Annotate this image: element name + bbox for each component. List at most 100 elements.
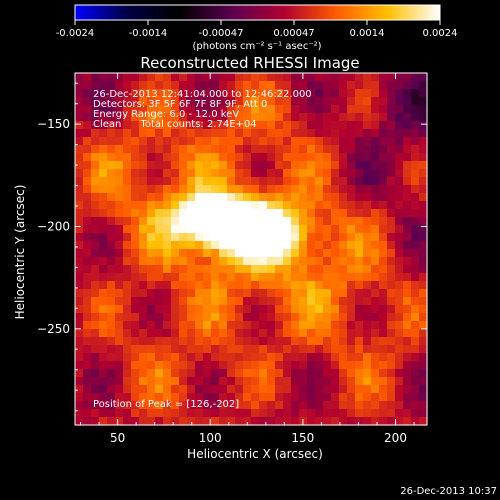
heatmap-cell — [347, 81, 356, 90]
heatmap-cell — [379, 249, 388, 258]
heatmap-cell — [379, 409, 388, 418]
heatmap-cell — [115, 385, 124, 394]
colorbar-units: (photons cm⁻² s⁻¹ asec⁻²) — [192, 41, 321, 52]
heatmap-cell — [379, 105, 388, 114]
heatmap-cell — [83, 321, 92, 330]
heatmap-cell — [219, 369, 228, 378]
heatmap-cell — [211, 169, 220, 178]
heatmap-cell — [371, 257, 380, 266]
heatmap-cell — [339, 233, 348, 242]
heatmap-cell — [227, 225, 236, 234]
heatmap-cell — [355, 273, 364, 282]
heatmap-cell — [299, 321, 308, 330]
heatmap-cell — [339, 361, 348, 370]
heatmap-cell — [323, 209, 332, 218]
heatmap-cell — [355, 353, 364, 362]
heatmap-cell — [83, 313, 92, 322]
heatmap-cell — [363, 401, 372, 410]
heatmap-cell — [267, 393, 276, 402]
heatmap-cell — [83, 241, 92, 250]
heatmap-cell — [291, 273, 300, 282]
heatmap-cell — [171, 289, 180, 298]
heatmap-cell — [267, 185, 276, 194]
heatmap-cell — [171, 241, 180, 250]
heatmap-cell — [275, 337, 284, 346]
heatmap-cell — [83, 353, 92, 362]
heatmap-cell — [395, 393, 404, 402]
heatmap-cell — [131, 297, 140, 306]
heatmap-cell — [235, 313, 244, 322]
heatmap-cell — [275, 169, 284, 178]
heatmap-cell — [219, 361, 228, 370]
heatmap-cell — [139, 337, 148, 346]
heatmap-cell — [363, 337, 372, 346]
heatmap-cell — [235, 401, 244, 410]
heatmap-cell — [283, 393, 292, 402]
heatmap-cell — [123, 73, 132, 82]
heatmap-cell — [395, 353, 404, 362]
heatmap-cell — [99, 377, 108, 386]
heatmap-cell — [411, 305, 420, 314]
heatmap-cell — [259, 209, 268, 218]
heatmap-cell — [379, 353, 388, 362]
heatmap-cell — [211, 185, 220, 194]
heatmap-cell — [283, 257, 292, 266]
heatmap-cell — [227, 313, 236, 322]
heatmap-cell — [147, 121, 156, 130]
heatmap-cell — [163, 153, 172, 162]
heatmap-cell — [275, 369, 284, 378]
heatmap-cell — [75, 153, 84, 162]
heatmap-cell — [139, 89, 148, 98]
heatmap-cell — [131, 233, 140, 242]
heatmap-cell — [259, 129, 268, 138]
heatmap-cell — [123, 217, 132, 226]
heatmap-cell — [83, 185, 92, 194]
heatmap-cell — [155, 233, 164, 242]
heatmap-cell — [347, 385, 356, 394]
heatmap-cell — [243, 265, 252, 274]
heatmap-cell — [147, 337, 156, 346]
heatmap-cell — [363, 345, 372, 354]
heatmap-cell — [355, 113, 364, 122]
heatmap-cell — [219, 313, 228, 322]
heatmap-cell — [299, 241, 308, 250]
heatmap-cell — [107, 401, 116, 410]
heatmap-cell — [267, 281, 276, 290]
heatmap-cell — [371, 105, 380, 114]
heatmap-cell — [387, 121, 396, 130]
heatmap-cell — [411, 353, 420, 362]
heatmap-cell — [243, 153, 252, 162]
heatmap-cell — [299, 81, 308, 90]
heatmap-cell — [259, 305, 268, 314]
heatmap-cell — [379, 209, 388, 218]
heatmap-cell — [379, 241, 388, 250]
heatmap-cell — [115, 97, 124, 106]
heatmap-cell — [203, 417, 212, 426]
heatmap-cell — [179, 257, 188, 266]
heatmap-cell — [403, 281, 412, 290]
heatmap-cell — [283, 409, 292, 418]
colorbar-tick-label: -0.00047 — [199, 28, 244, 39]
heatmap-cell — [75, 209, 84, 218]
heatmap-cell — [371, 113, 380, 122]
heatmap-cell — [155, 305, 164, 314]
heatmap-cell — [299, 401, 308, 410]
heatmap-cell — [363, 249, 372, 258]
heatmap-cell — [179, 81, 188, 90]
heatmap-cell — [243, 409, 252, 418]
heatmap-cell — [251, 329, 260, 338]
heatmap-cell — [243, 185, 252, 194]
heatmap-cell — [139, 193, 148, 202]
heatmap-cell — [123, 169, 132, 178]
heatmap-cell — [355, 337, 364, 346]
heatmap-cell — [83, 81, 92, 90]
heatmap-cell — [363, 177, 372, 186]
heatmap-cell — [307, 321, 316, 330]
heatmap-cell — [331, 361, 340, 370]
heatmap-cell — [403, 265, 412, 274]
heatmap-cell — [339, 321, 348, 330]
heatmap-cell — [219, 249, 228, 258]
heatmap-cell — [259, 81, 268, 90]
heatmap-cell — [195, 377, 204, 386]
heatmap-cell — [379, 329, 388, 338]
